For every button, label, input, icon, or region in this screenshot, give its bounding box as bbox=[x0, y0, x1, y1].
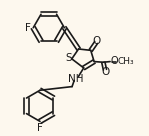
Text: F: F bbox=[25, 23, 31, 33]
Text: F: F bbox=[37, 123, 43, 133]
Text: O: O bbox=[111, 56, 118, 66]
Text: O: O bbox=[101, 67, 109, 77]
Text: S: S bbox=[65, 53, 72, 63]
Text: CH₃: CH₃ bbox=[117, 57, 134, 66]
Text: NH: NH bbox=[68, 74, 84, 84]
Text: O: O bbox=[93, 36, 101, 46]
